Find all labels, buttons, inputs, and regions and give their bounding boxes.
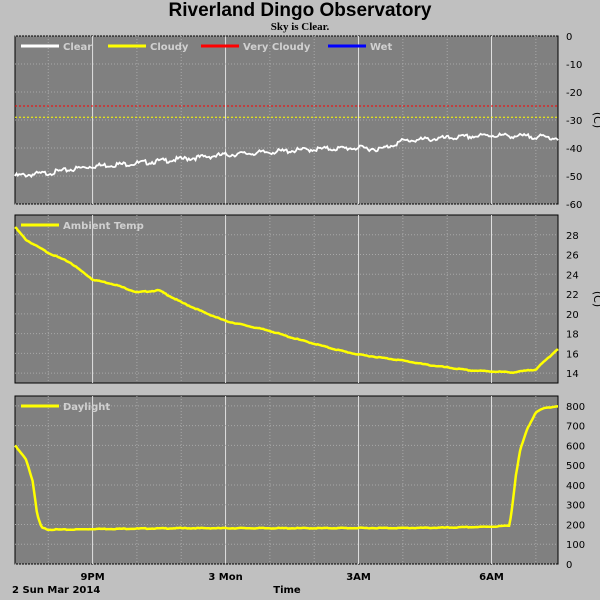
legend: Clear Cloudy Very Cloudy Wet — [21, 42, 392, 53]
y-tick-label: 22 — [566, 290, 579, 301]
y-tick-label: -50 — [566, 172, 582, 183]
y-axis-unit: (C) — [591, 112, 600, 128]
chart-panels: 0 -10 -20 -30 -40 -50 -60 (C) Clear Cloudy Very Cl… — [14, 32, 600, 571]
time-axis: 9PM 3 Mon 3AM 6AM 2 Sun Mar 2014 Time — [12, 572, 504, 596]
y-tick-label: -60 — [566, 200, 582, 211]
y-tick-label: 0 — [566, 560, 572, 571]
legend-label: Ambient Temp — [63, 221, 144, 232]
y-tick-label: 200 — [566, 520, 585, 531]
y-tick-label: -30 — [566, 116, 582, 127]
y-tick-label: -10 — [566, 60, 582, 71]
x-tick-label: 3 Mon — [208, 572, 242, 583]
y-tick-label: -20 — [566, 88, 582, 99]
legend: Daylight — [21, 402, 110, 413]
legend: Ambient Temp — [21, 221, 144, 232]
panel-ambient: 14 16 18 20 22 24 26 28 (C) Ambient Temp — [14, 214, 600, 384]
panel-sky: 0 -10 -20 -30 -40 -50 -60 (C) Clear Cloudy Very Cl… — [14, 32, 600, 211]
legend-label: Cloudy — [150, 42, 189, 53]
series-line-daylight — [14, 405, 558, 532]
y-tick-label: 16 — [566, 349, 579, 360]
x-axis-title: Time — [273, 585, 301, 596]
date-label: 2 Sun Mar 2014 — [12, 585, 100, 596]
panel-background — [14, 395, 559, 565]
y-tick-label: 600 — [566, 441, 585, 452]
y-tick-label: 24 — [566, 270, 579, 281]
y-tick-label: 26 — [566, 251, 579, 262]
y-tick-label: 28 — [566, 231, 579, 242]
x-tick-label: 9PM — [80, 572, 104, 583]
y-tick-label: 500 — [566, 461, 585, 472]
chart-title: Riverland Dingo Observatory — [168, 0, 432, 21]
y-tick-label: 18 — [566, 330, 579, 341]
y-tick-label: 300 — [566, 501, 585, 512]
sky-status: Sky is Clear. — [270, 21, 330, 33]
panel-background — [14, 214, 559, 384]
y-tick-label: 100 — [566, 540, 585, 551]
y-tick-label: 700 — [566, 422, 585, 433]
y-tick-label: 14 — [566, 369, 579, 380]
legend-label: Clear — [63, 42, 92, 53]
series-line-clear — [14, 132, 559, 179]
y-tick-label: -40 — [566, 144, 582, 155]
y-tick-label: 20 — [566, 310, 579, 321]
legend-label: Wet — [370, 42, 392, 53]
panel-daylight: 0 100 200 300 400 500 600 700 800 Daylight — [14, 395, 585, 571]
y-tick-label: 800 — [566, 402, 585, 413]
y-tick-label: 0 — [566, 32, 572, 43]
legend-label: Daylight — [63, 402, 110, 413]
x-tick-label: 3AM — [346, 572, 371, 583]
series-line-ambient-temp — [14, 226, 559, 375]
y-tick-label: 400 — [566, 481, 585, 492]
x-tick-label: 6AM — [479, 572, 504, 583]
legend-label: Very Cloudy — [243, 42, 311, 53]
y-axis-unit: (C) — [591, 291, 600, 307]
